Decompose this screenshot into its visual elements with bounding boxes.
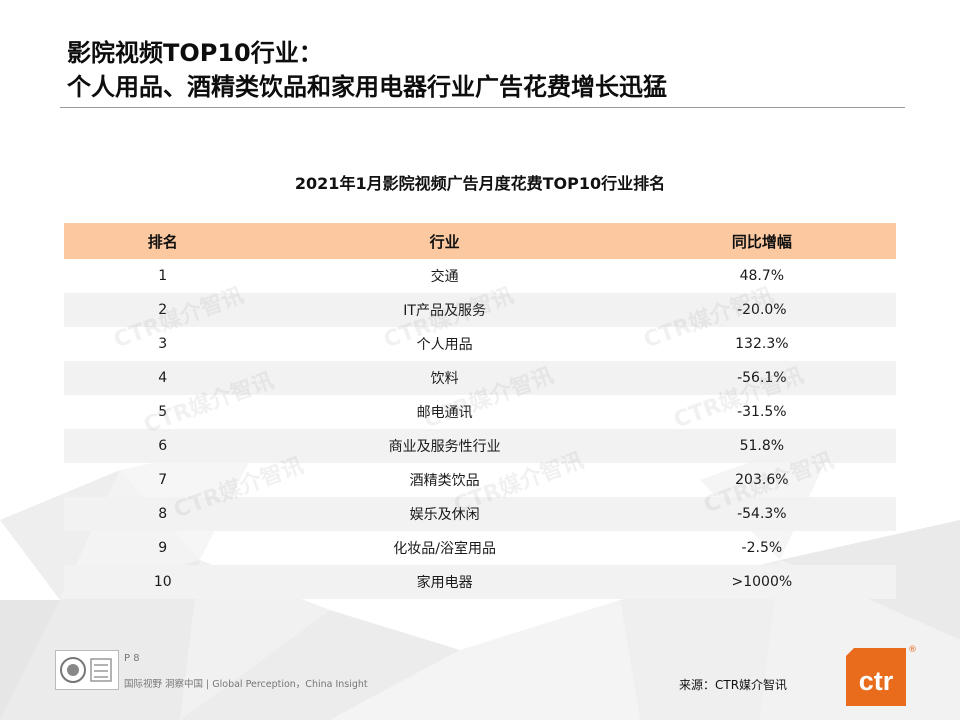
header-yoy: 同比增幅 [627, 223, 896, 259]
header-rank: 排名 [64, 223, 262, 259]
cell-industry: 个人用品 [416, 337, 473, 353]
title-line-2: 个人用品、酒精类饮品和家用电器行业广告花费增长迅猛 [67, 73, 667, 101]
cell-industry: IT产品及服务 [261, 293, 628, 327]
table-row: 9 化妆品/浴室用品 -2.5% [64, 531, 896, 565]
cell-rank: 6 [64, 429, 262, 463]
table-row: 6 商业及服务性行业 51.8% [64, 429, 896, 463]
cell-industry: 化妆品/浴室用品 [393, 541, 496, 557]
cell-rank: 8 [64, 497, 262, 531]
cell-yoy: -31.5% [737, 404, 787, 420]
ranking-table: 排名 行业 同比增幅 1 交通 48.7% 2 IT产品及服务 -20.0% 3… [64, 223, 896, 599]
cell-rank: 2 [64, 293, 262, 327]
table-header-row: 排名 行业 同比增幅 [64, 223, 896, 259]
cell-yoy: -20.0% [627, 293, 896, 327]
cell-yoy: 132.3% [735, 336, 789, 352]
cell-yoy: -56.1% [627, 361, 896, 395]
page-title: 影院视频TOP10行业： 个人用品、酒精类饮品和家用电器行业广告花费增长迅猛 [67, 36, 667, 104]
page-number: P 8 [124, 653, 140, 664]
header-industry: 行业 [261, 223, 628, 259]
cell-industry: 邮电通讯 [416, 405, 473, 421]
cell-rank: 1 [158, 268, 168, 284]
registered-mark: ® [908, 645, 917, 655]
table-row: 10 家用电器 >1000% [64, 565, 896, 599]
cell-rank: 5 [158, 404, 168, 420]
cell-yoy: 51.8% [627, 429, 896, 463]
logo-text: ctr [859, 666, 894, 696]
cell-yoy: >1000% [627, 565, 896, 599]
source-note: 来源：CTR媒介智讯 [679, 678, 788, 692]
cell-rank: 10 [64, 565, 262, 599]
cell-industry: 娱乐及休闲 [261, 497, 628, 531]
cell-yoy: 48.7% [739, 268, 785, 284]
cell-rank: 7 [158, 472, 168, 488]
cell-industry: 交通 [430, 269, 459, 285]
table-row: 5 邮电通讯 -31.5% [64, 395, 896, 429]
cell-yoy: -54.3% [627, 497, 896, 531]
certification-badge-icon [55, 650, 119, 690]
table-title: 2021年1月影院视频广告月度花费TOP10行业排名 [294, 174, 666, 193]
cell-rank: 3 [158, 336, 168, 352]
table-row: 4 饮料 -56.1% [64, 361, 896, 395]
title-divider [60, 107, 905, 108]
table-row: 8 娱乐及休闲 -54.3% [64, 497, 896, 531]
ctr-logo-icon: ctr [846, 648, 906, 706]
cell-rank: 9 [158, 540, 168, 556]
cell-industry: 商业及服务性行业 [261, 429, 628, 463]
cell-industry: 家用电器 [261, 565, 628, 599]
cell-industry: 酒精类饮品 [409, 473, 480, 489]
cell-industry: 饮料 [261, 361, 628, 395]
cell-yoy: -2.5% [741, 540, 783, 556]
table-row: 1 交通 48.7% [64, 259, 896, 293]
title-line-1: 影院视频TOP10行业： [67, 39, 323, 67]
table-row: 3 个人用品 132.3% [64, 327, 896, 361]
cell-rank: 4 [64, 361, 262, 395]
cell-yoy: 203.6% [735, 472, 789, 488]
slogan: 国际视野 洞察中国 | Global Perception，China Insi… [124, 679, 368, 690]
table-row: 2 IT产品及服务 -20.0% [64, 293, 896, 327]
table-row: 7 酒精类饮品 203.6% [64, 463, 896, 497]
